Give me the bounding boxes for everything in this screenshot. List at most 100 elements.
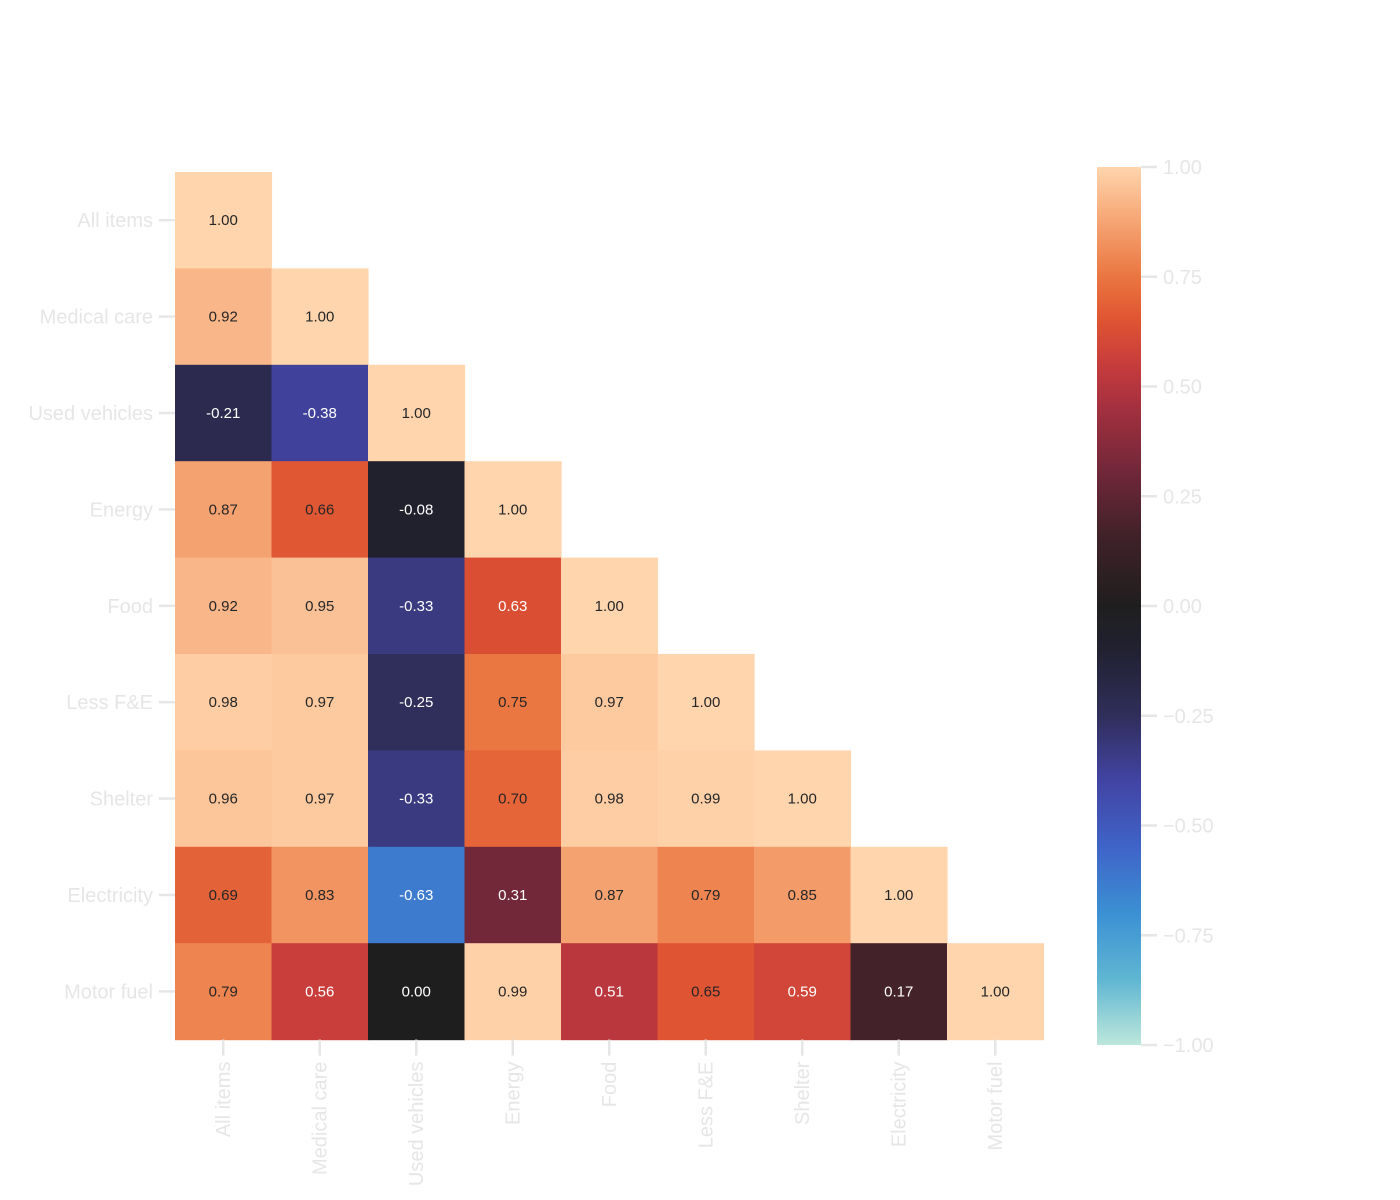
cell-value-label: 0.69 — [209, 887, 238, 904]
colorbar-tick-label: −1.00 — [1163, 1035, 1214, 1057]
colorbar-tick-label: 1.00 — [1163, 157, 1202, 179]
cell-value-label: 0.92 — [209, 598, 238, 615]
heatmap-cell — [657, 750, 755, 848]
colorbar-gradient — [1097, 167, 1141, 1045]
heatmap-cell — [754, 846, 852, 944]
colorbar-tick-label: −0.50 — [1163, 816, 1214, 838]
cell-value-label: 0.83 — [305, 887, 334, 904]
y-tick-label: All items — [77, 210, 153, 232]
y-axis: All items Medical care Used vehicles Energy… — [28, 210, 175, 1003]
x-tick-label: Shelter — [792, 1061, 814, 1125]
colorbar-tick-label: 0.50 — [1163, 377, 1202, 399]
cell-value-label: 0.51 — [595, 983, 624, 1000]
heatmap-cell — [175, 943, 273, 1041]
heatmap-cell — [271, 557, 369, 655]
colorbar-tick-label: 0.00 — [1163, 596, 1202, 618]
heatmap-cell — [850, 846, 948, 944]
cell-value-label: 0.65 — [691, 983, 720, 1000]
heatmap-cell — [657, 846, 755, 944]
heatmap-cell — [561, 846, 659, 944]
cell-value-label: 1.00 — [595, 598, 624, 615]
cell-value-label: 0.79 — [209, 983, 238, 1000]
heatmap-cell — [561, 654, 659, 751]
cell-value-label: 0.66 — [305, 501, 334, 518]
heatmap-cell — [850, 943, 948, 1041]
heatmap-cell — [368, 654, 466, 751]
cell-value-label: -0.08 — [399, 501, 433, 518]
y-tick-label: Used vehicles — [28, 403, 153, 425]
x-tick-label: Food — [599, 1062, 621, 1108]
cell-value-label: -0.63 — [399, 887, 433, 904]
cell-value-label: 1.00 — [884, 887, 913, 904]
heatmap-cell — [175, 268, 273, 366]
x-tick-label: Less F&E — [696, 1062, 718, 1149]
cell-value-label: -0.33 — [399, 598, 433, 615]
heatmap-cell — [175, 654, 273, 751]
cell-value-label: 0.00 — [402, 983, 431, 1000]
cell-value-label: 1.00 — [402, 405, 431, 422]
heatmap-cell — [464, 557, 562, 655]
cell-value-label: -0.38 — [303, 405, 337, 422]
cell-value-label: 0.70 — [498, 791, 527, 808]
x-tick-label: All items — [213, 1062, 235, 1138]
cell-value-label: 1.00 — [209, 212, 238, 229]
heatmap-cell — [561, 750, 659, 848]
cell-value-label: 0.59 — [788, 983, 817, 1000]
heatmap-cell — [175, 364, 273, 462]
cell-value-label: 0.99 — [691, 791, 720, 808]
cell-value-label: 1.00 — [305, 309, 334, 326]
cell-value-label: 0.92 — [209, 309, 238, 326]
heatmap-cell — [368, 846, 466, 944]
heatmap-cell — [271, 268, 369, 366]
heatmap-cell — [368, 557, 466, 655]
cell-value-label: 0.79 — [691, 887, 720, 904]
heatmap-cell — [561, 557, 659, 655]
colorbar-tick-label: 0.25 — [1163, 486, 1202, 508]
heatmap-cell — [175, 557, 273, 655]
x-tick-label: Used vehicles — [406, 1062, 428, 1187]
cell-value-label: 0.56 — [305, 983, 334, 1000]
cell-value-label: 0.99 — [498, 983, 527, 1000]
cell-value-label: 0.85 — [788, 887, 817, 904]
y-tick-label: Medical care — [40, 307, 153, 329]
heatmap-cell — [464, 846, 562, 944]
heatmap-cell — [368, 461, 466, 559]
y-tick-label: Energy — [90, 499, 153, 521]
heatmap-cell — [464, 461, 562, 559]
cell-value-label: 0.97 — [595, 694, 624, 711]
cell-value-label: 0.96 — [209, 791, 238, 808]
cell-value-label: -0.33 — [399, 791, 433, 808]
cell-value-label: 0.98 — [209, 694, 238, 711]
heatmap-cell — [271, 846, 369, 944]
cell-value-label: -0.25 — [399, 694, 433, 711]
x-tick-label: Medical care — [310, 1062, 332, 1175]
cell-value-label: -0.21 — [206, 405, 240, 422]
colorbar: 1.00 0.75 0.50 0.25 0.00 −0.25 −0.50 −0.75 −1.00 — [1097, 157, 1214, 1057]
heatmap-cell — [368, 943, 466, 1041]
y-tick-label: Less F&E — [66, 692, 153, 714]
heatmap-cell — [271, 654, 369, 751]
cell-value-label: 0.31 — [498, 887, 527, 904]
cell-value-label: 0.17 — [884, 983, 913, 1000]
heatmap-cell — [464, 943, 562, 1041]
heatmap-cell — [657, 654, 755, 751]
heatmap-cell — [754, 750, 852, 848]
heatmap-cell — [175, 750, 273, 848]
heatmap-cells: 1.00 0.92 1.00 -0.21 -0.38 1.00 0.87 0.66 -0.08 1… — [175, 172, 1045, 1041]
y-tick-label: Shelter — [90, 789, 154, 811]
colorbar-tick-label: 0.75 — [1163, 267, 1202, 289]
heatmap-cell — [271, 364, 369, 462]
cell-value-label: 1.00 — [788, 791, 817, 808]
cell-value-label: 0.97 — [305, 694, 334, 711]
heatmap-cell — [271, 461, 369, 559]
y-tick-label: Food — [107, 596, 153, 618]
x-tick-label: Energy — [503, 1062, 525, 1125]
heatmap-cell — [657, 943, 755, 1041]
cell-value-label: 1.00 — [691, 694, 720, 711]
cell-value-label: 0.97 — [305, 791, 334, 808]
cell-value-label: 0.87 — [595, 887, 624, 904]
heatmap-cell — [561, 943, 659, 1041]
y-tick-label: Motor fuel — [64, 981, 153, 1003]
heatmap-cell — [175, 172, 273, 269]
